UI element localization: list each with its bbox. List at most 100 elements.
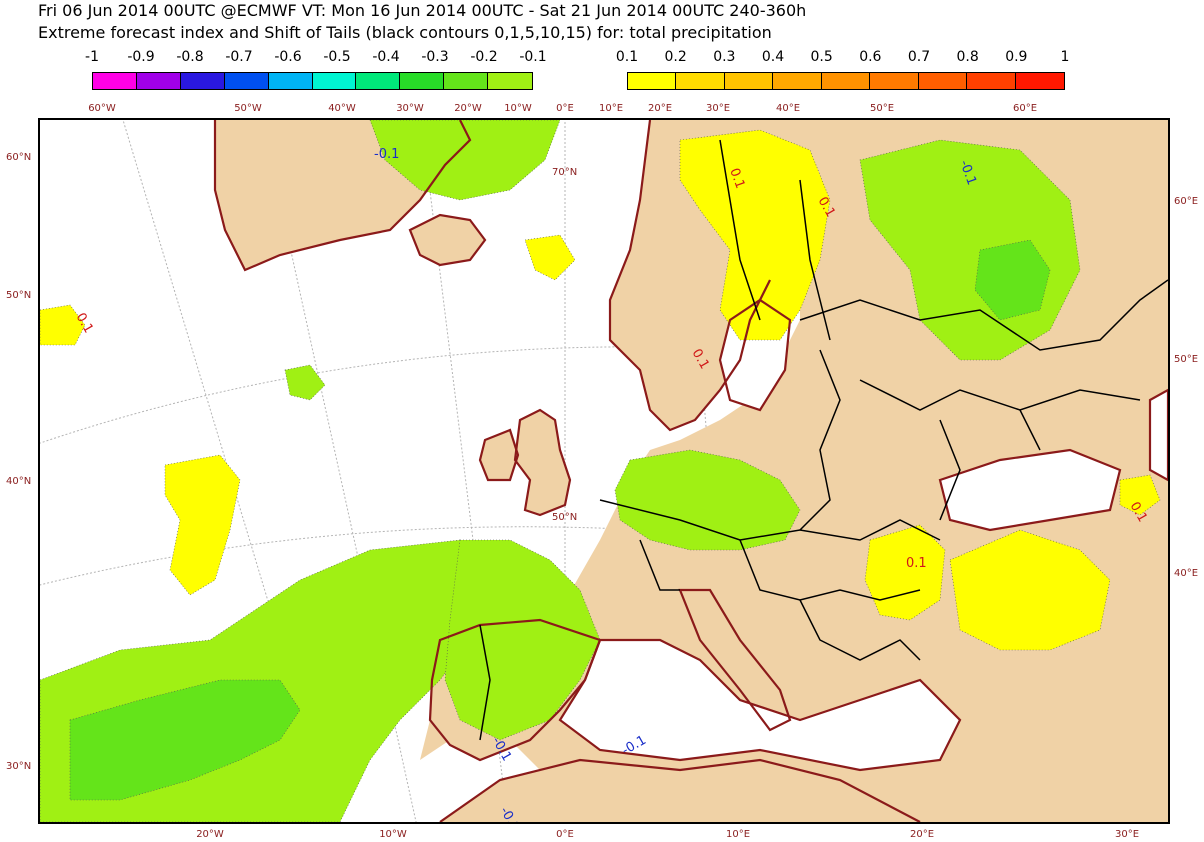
iceland-land <box>410 215 485 265</box>
graticule-label: 30°N <box>6 761 32 772</box>
legend-swatch <box>312 73 357 89</box>
north-africa-land <box>440 760 920 822</box>
italy-land <box>680 590 790 730</box>
graticule-label: 40°N <box>6 476 32 487</box>
legend-tick-label: -0.2 <box>470 49 498 65</box>
black-sea-water <box>940 450 1120 530</box>
graticule-label: 60°E <box>1174 196 1199 207</box>
legend-negative-bar <box>92 72 533 90</box>
graticule-label: 50°E <box>1174 354 1199 365</box>
legend-tick-label: 0.9 <box>1005 49 1028 65</box>
legend-swatch <box>400 73 445 89</box>
map-frame: -0.1 -0.1 -0.1 -0.1 -0.1 0.1 0.1 0.1 0.1 0.1 0.1 7… <box>38 118 1170 824</box>
caspian-water <box>1150 390 1168 480</box>
graticule-label: 30°W <box>396 103 424 114</box>
legend-swatch <box>773 73 822 89</box>
legend-tick-label: -0.5 <box>323 49 351 65</box>
legend-tick-label: 0.1 <box>615 49 639 65</box>
efi-neg-iberia <box>444 539 601 741</box>
graticule-label: 60°W <box>88 103 116 114</box>
latitude-label: 50°N <box>552 512 577 523</box>
legend-swatch <box>268 73 313 89</box>
legend-tick-label: 0.4 <box>761 49 785 65</box>
graticule-label: 60°N <box>6 152 32 163</box>
legend-tick-label: 0.5 <box>810 49 833 65</box>
efi-shading <box>40 120 1161 822</box>
legend-tick-label: 0.3 <box>713 49 736 65</box>
efi-pos-mid-atlantic <box>164 454 241 596</box>
legend-tick-label: -0.6 <box>274 49 302 65</box>
coastlines <box>213 120 1168 822</box>
legend-tick-label: -0.8 <box>176 49 204 65</box>
legend-swatch <box>967 73 1016 89</box>
legend-swatch <box>676 73 725 89</box>
legend-tick-label: 0.6 <box>859 49 882 65</box>
efi-pos-turkey <box>949 529 1111 651</box>
legend-swatch <box>444 73 489 89</box>
contour-label-positive: 0.1 <box>906 556 927 571</box>
legend-tick-label: -1 <box>85 49 99 65</box>
legend-tick-label: -0.9 <box>127 49 155 65</box>
legend-swatch <box>628 73 677 89</box>
legend-tick-label: -0.7 <box>225 49 253 65</box>
legend-tick-label: -0.1 <box>519 49 547 65</box>
legend-tick-label: 0.2 <box>664 49 687 65</box>
graticule-label: 10°W <box>504 103 532 114</box>
legend-tick-label: -0.4 <box>372 49 400 65</box>
graticule-label: 60°E <box>1012 103 1038 114</box>
efi-map: -0.1-0.1-0.1 -0.1-0.10.10.10.10.10.10.1 7… <box>40 120 1168 822</box>
legend-tick-label: -0.3 <box>421 49 449 65</box>
graticule-label: 30°E <box>1114 829 1140 840</box>
efi-neg-deep-1 <box>69 679 301 801</box>
legend-swatch <box>821 73 871 89</box>
mediterranean-water <box>560 640 960 770</box>
efi-pos-scandinavia <box>679 129 831 341</box>
graticule-label: 10°E <box>598 103 624 114</box>
chart-title-line1: Fri 06 Jun 2014 00UTC @ECMWF VT: Mon 16 … <box>38 1 807 20</box>
graticule-label: 40°E <box>775 103 801 114</box>
graticule-label: 20°E <box>647 103 673 114</box>
efi-neg-greenland <box>369 120 561 201</box>
graticule-label: 20°W <box>196 829 224 840</box>
legend-swatch <box>918 73 968 89</box>
graticule-label: 50°E <box>869 103 895 114</box>
efi-pos-west-atlantic <box>40 304 86 346</box>
legend-swatch <box>356 73 401 89</box>
legend-swatch <box>180 73 225 89</box>
graticule-label: 0°E <box>556 829 574 840</box>
graticule-label: 40°E <box>1174 568 1199 579</box>
graticule-label: 50°N <box>6 290 32 301</box>
graticule-label: 30°E <box>705 103 731 114</box>
efi-neg-atlantic-small <box>284 364 326 401</box>
latitude-labels-inside: 70°N 50°N <box>552 167 577 523</box>
graticule-label: 50°W <box>234 103 262 114</box>
legend-swatch <box>870 73 919 89</box>
graticule-label: 40°W <box>328 103 356 114</box>
latitude-label: 70°N <box>552 167 577 178</box>
efi-pos-balkans <box>864 524 946 621</box>
legend-tick-label: 0.8 <box>956 49 979 65</box>
legend-tick-label: 1 <box>1060 49 1070 65</box>
legend-swatch <box>724 73 774 89</box>
legend-swatch <box>224 73 269 89</box>
graticule-label: 20°E <box>909 829 935 840</box>
graticule-label: 0°E <box>556 103 574 114</box>
ireland-land <box>480 430 518 480</box>
efi-pos-small-1 <box>524 234 576 281</box>
legend-tick-label: 0.7 <box>907 49 931 65</box>
efi-neg-france-germany <box>614 449 801 551</box>
graticule-label: 10°E <box>725 829 751 840</box>
graticule-label: 10°W <box>379 829 407 840</box>
legend-swatch <box>488 73 533 89</box>
country-borders <box>479 139 1168 741</box>
contour-label-positive: 0.1 <box>726 166 747 191</box>
graticule-label: 20°W <box>454 103 482 114</box>
legend-swatch <box>1015 73 1064 89</box>
contour-label-negative: -0.1 <box>374 147 399 162</box>
efi-pos-caucasus <box>1119 474 1161 516</box>
legend-swatch <box>93 73 137 89</box>
chart-title-line2: Extreme forecast index and Shift of Tail… <box>38 23 772 42</box>
efi-neg-deep-2 <box>974 239 1051 321</box>
britain-land <box>515 410 570 515</box>
legend-swatch <box>136 73 181 89</box>
